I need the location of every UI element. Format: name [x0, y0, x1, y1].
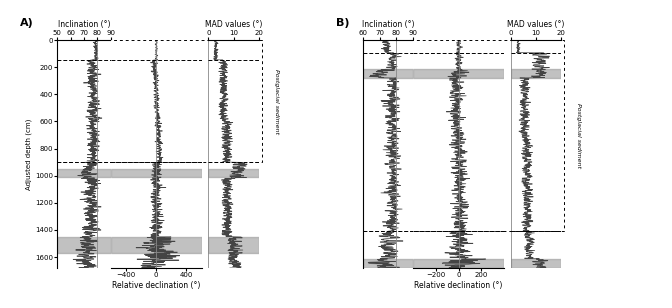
X-axis label: Inclination (°): Inclination (°): [58, 20, 110, 29]
Bar: [57, 237, 111, 253]
X-axis label: Relative declination (°): Relative declination (°): [112, 281, 200, 290]
Bar: [413, 258, 504, 268]
Y-axis label: Adjusted depth (cm): Adjusted depth (cm): [26, 118, 32, 190]
Bar: [57, 169, 111, 177]
Bar: [208, 169, 259, 177]
Bar: [413, 69, 504, 78]
Text: Postglacial sediment: Postglacial sediment: [577, 103, 581, 168]
Text: A): A): [20, 18, 34, 28]
Bar: [208, 237, 259, 253]
Text: Postglacial sediment: Postglacial sediment: [274, 68, 279, 134]
X-axis label: MAD values (°): MAD values (°): [507, 20, 564, 29]
Bar: [511, 258, 561, 268]
Text: B): B): [336, 18, 349, 28]
X-axis label: MAD values (°): MAD values (°): [205, 20, 262, 29]
Bar: [511, 69, 561, 78]
X-axis label: Relative declination (°): Relative declination (°): [415, 281, 503, 290]
Bar: [363, 69, 413, 78]
X-axis label: Inclination (°): Inclination (°): [362, 20, 415, 29]
Bar: [111, 237, 202, 253]
Bar: [363, 258, 413, 268]
Bar: [111, 169, 202, 177]
